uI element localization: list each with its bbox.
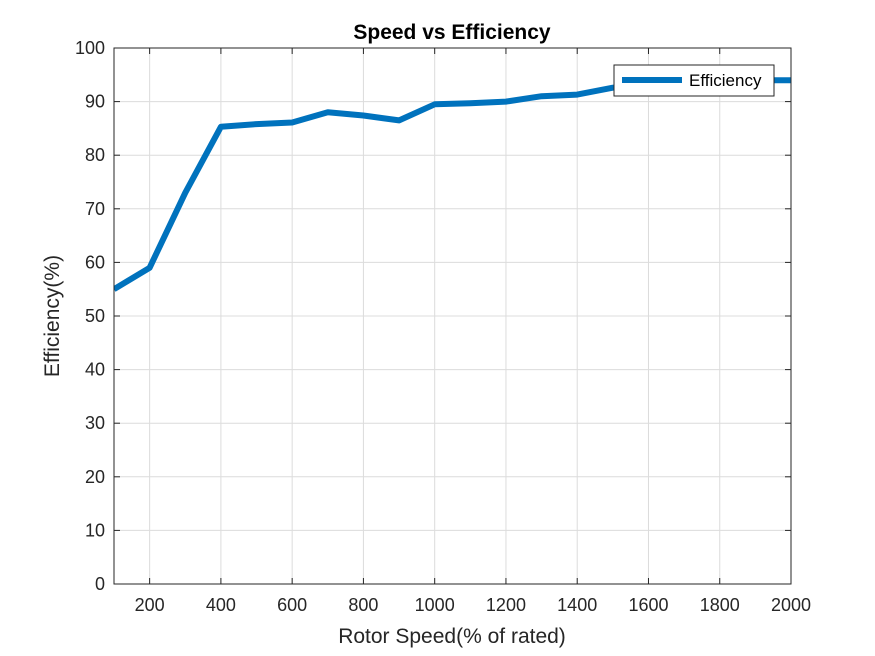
x-axis-label: Rotor Speed(% of rated) xyxy=(338,625,566,648)
y-tick-label: 80 xyxy=(85,145,105,165)
x-tick-label: 1600 xyxy=(628,595,668,615)
y-tick-label: 30 xyxy=(85,413,105,433)
y-tick-label: 20 xyxy=(85,467,105,487)
y-axis-label: Efficiency(%) xyxy=(41,255,64,377)
x-tick-label: 200 xyxy=(135,595,165,615)
y-tick-label: 60 xyxy=(85,252,105,272)
y-tick-label: 0 xyxy=(95,574,105,594)
x-tick-label: 800 xyxy=(348,595,378,615)
x-tick-label: 2000 xyxy=(771,595,811,615)
legend-label: Efficiency xyxy=(689,71,762,90)
x-tick-label: 1800 xyxy=(700,595,740,615)
x-tick-label: 400 xyxy=(206,595,236,615)
chart-title: Speed vs Efficiency xyxy=(353,21,551,44)
y-tick-label: 10 xyxy=(85,520,105,540)
x-tick-label: 600 xyxy=(277,595,307,615)
x-tick-label: 1400 xyxy=(557,595,597,615)
legend: Efficiency xyxy=(613,64,775,97)
x-tick-label: 1000 xyxy=(415,595,455,615)
y-tick-label: 90 xyxy=(85,92,105,112)
y-tick-label: 100 xyxy=(75,38,105,58)
y-axis: 0 10 20 30 40 50 60 70 80 90 100 xyxy=(75,38,791,594)
x-axis: 200 400 600 800 1000 1200 1400 1600 1800 2000 xyxy=(135,48,811,615)
y-tick-label: 40 xyxy=(85,360,105,380)
y-tick-label: 50 xyxy=(85,306,105,326)
y-tick-label: 70 xyxy=(85,199,105,219)
x-tick-label: 1200 xyxy=(486,595,526,615)
